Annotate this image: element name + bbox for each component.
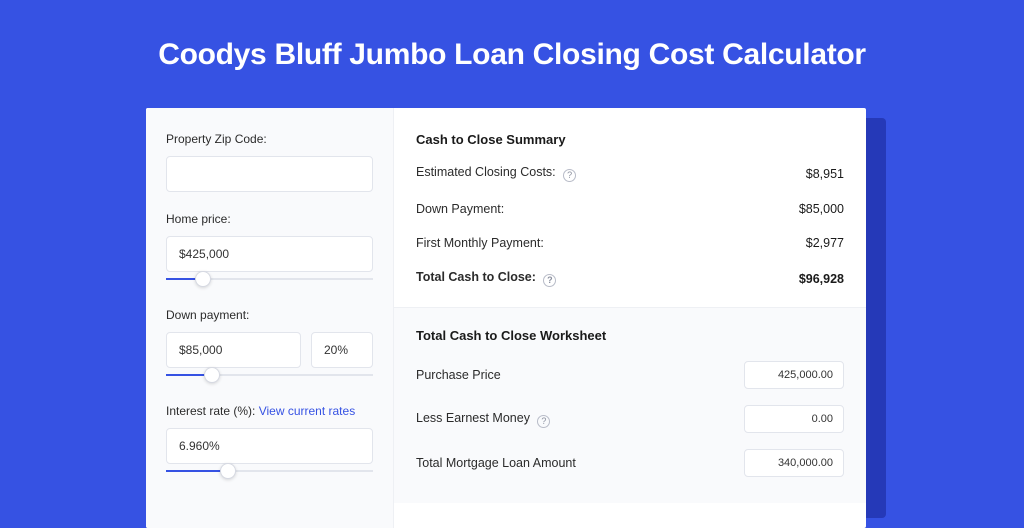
- view-rates-link[interactable]: View current rates: [259, 404, 356, 418]
- summary-rows: Estimated Closing Costs: ? $8,951 Down Pay…: [416, 165, 844, 287]
- down-payment-label: Down payment:: [166, 308, 373, 322]
- worksheet-row-label: Less Earnest Money ?: [416, 411, 550, 428]
- summary-row: Estimated Closing Costs: ? $8,951: [416, 165, 844, 182]
- summary-row-value: $2,977: [806, 236, 844, 250]
- summary-row-label: Estimated Closing Costs: ?: [416, 165, 576, 182]
- summary-row-value: $96,928: [799, 272, 844, 286]
- worksheet-row-input[interactable]: [744, 449, 844, 477]
- worksheet-row: Less Earnest Money ?: [416, 405, 844, 433]
- calculator-card: Property Zip Code: Home price: Down paym…: [146, 108, 866, 528]
- slider-fill: [166, 470, 228, 472]
- summary-row-value: $8,951: [806, 167, 844, 181]
- worksheet-row-input[interactable]: [744, 405, 844, 433]
- home-price-input[interactable]: [166, 236, 373, 272]
- slider-thumb[interactable]: [204, 367, 220, 383]
- home-price-slider[interactable]: [166, 270, 373, 288]
- results-panel: Cash to Close Summary Estimated Closing …: [394, 108, 866, 528]
- field-down-payment: Down payment:: [166, 308, 373, 384]
- help-icon[interactable]: ?: [537, 415, 550, 428]
- down-payment-input[interactable]: [166, 332, 301, 368]
- page-title: Coodys Bluff Jumbo Loan Closing Cost Cal…: [0, 0, 1024, 100]
- help-icon[interactable]: ?: [563, 169, 576, 182]
- down-payment-pct-input[interactable]: [311, 332, 373, 368]
- field-zip: Property Zip Code:: [166, 132, 373, 192]
- summary-row: Down Payment: $85,000: [416, 202, 844, 216]
- worksheet-panel: Total Cash to Close Worksheet Purchase P…: [394, 307, 866, 503]
- inputs-panel: Property Zip Code: Home price: Down paym…: [146, 108, 394, 528]
- summary-title: Cash to Close Summary: [416, 132, 844, 147]
- down-payment-slider[interactable]: [166, 366, 373, 384]
- field-interest-rate: Interest rate (%): View current rates: [166, 404, 373, 480]
- interest-rate-input[interactable]: [166, 428, 373, 464]
- slider-thumb[interactable]: [195, 271, 211, 287]
- worksheet-row-label: Total Mortgage Loan Amount: [416, 456, 576, 470]
- field-home-price: Home price:: [166, 212, 373, 288]
- home-price-label: Home price:: [166, 212, 373, 226]
- help-icon[interactable]: ?: [543, 274, 556, 287]
- summary-row-label: Total Cash to Close: ?: [416, 270, 556, 287]
- interest-rate-slider[interactable]: [166, 462, 373, 480]
- summary-row: First Monthly Payment: $2,977: [416, 236, 844, 250]
- slider-thumb[interactable]: [220, 463, 236, 479]
- worksheet-row: Total Mortgage Loan Amount: [416, 449, 844, 477]
- summary-row-value: $85,000: [799, 202, 844, 216]
- zip-label: Property Zip Code:: [166, 132, 373, 146]
- worksheet-row: Purchase Price: [416, 361, 844, 389]
- summary-row: Total Cash to Close: ? $96,928: [416, 270, 844, 287]
- worksheet-title: Total Cash to Close Worksheet: [416, 328, 844, 343]
- interest-rate-label-text: Interest rate (%):: [166, 404, 259, 418]
- worksheet-row-label: Purchase Price: [416, 368, 501, 382]
- zip-input[interactable]: [166, 156, 373, 192]
- worksheet-row-input[interactable]: [744, 361, 844, 389]
- worksheet-rows: Purchase Price Less Earnest Money ? Total …: [416, 361, 844, 477]
- summary-row-label: First Monthly Payment:: [416, 236, 544, 250]
- summary-row-label: Down Payment:: [416, 202, 504, 216]
- interest-rate-label: Interest rate (%): View current rates: [166, 404, 373, 418]
